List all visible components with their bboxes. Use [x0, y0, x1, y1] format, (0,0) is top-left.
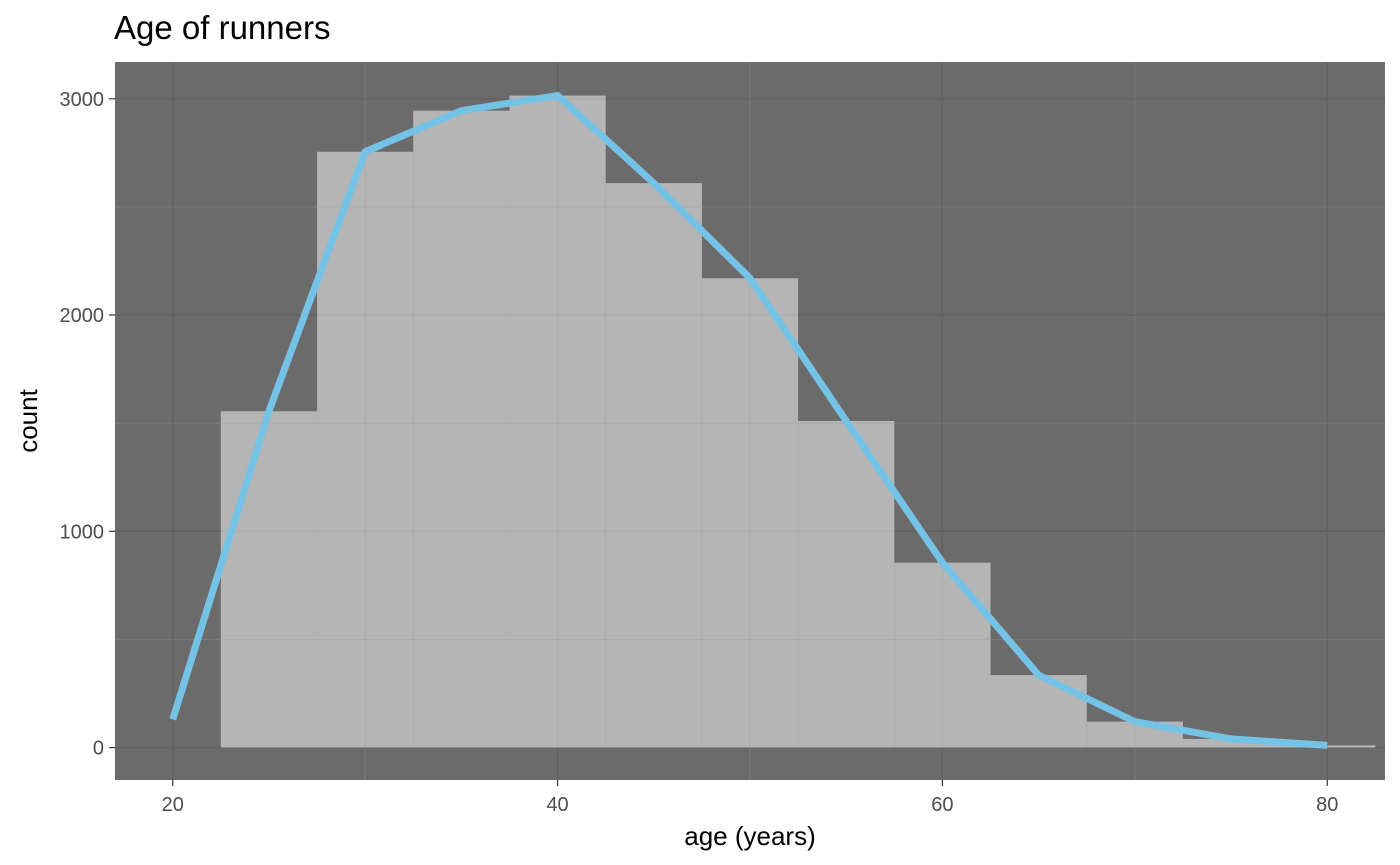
histogram-bar [894, 562, 991, 748]
histogram-bar [1182, 738, 1280, 748]
x-tick-label: 80 [1316, 794, 1338, 816]
y-tick-label: 2000 [60, 305, 105, 327]
x-tick-label: 40 [546, 794, 568, 816]
histogram-bar [509, 95, 606, 748]
histogram-bar [413, 110, 510, 748]
x-axis-ticks: 20 40 60 80 [162, 780, 1338, 816]
y-axis-title: count [13, 388, 43, 452]
frequency-polygon-line [169, 92, 1328, 749]
histogram-bar [798, 421, 895, 748]
histogram-bar [317, 151, 414, 748]
gridlines-over-bars [115, 62, 1385, 780]
x-tick-label: 20 [162, 794, 184, 816]
y-tick-label: 3000 [60, 89, 105, 111]
frequency-polygon [169, 92, 1328, 749]
y-axis-ticks: 0 1000 2000 3000 [60, 89, 115, 760]
x-tick-label: 60 [931, 794, 953, 816]
x-axis-title: age (years) [684, 821, 816, 851]
y-tick-label: 0 [93, 738, 104, 760]
histogram-bars [220, 95, 1376, 748]
histogram-bar [990, 675, 1087, 748]
histogram-bar [220, 411, 318, 748]
histogram-bar [1279, 745, 1376, 748]
y-tick-label: 1000 [60, 521, 105, 543]
chart-title: Age of runners [114, 9, 330, 46]
histogram-bar [605, 183, 702, 748]
histogram-bar [701, 278, 799, 748]
